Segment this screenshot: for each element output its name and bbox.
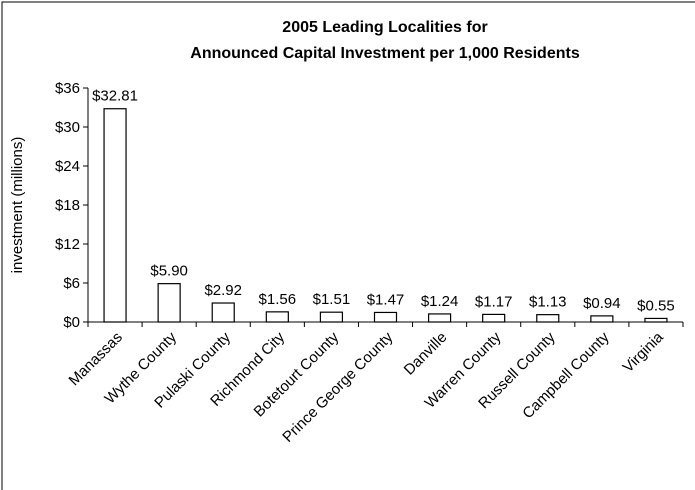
bar bbox=[211, 302, 235, 323]
value-label: $1.17 bbox=[475, 293, 513, 310]
value-label: $0.55 bbox=[637, 297, 675, 314]
value-label: $0.94 bbox=[583, 295, 621, 312]
bar bbox=[427, 313, 452, 323]
y-tick-label: $24 bbox=[55, 158, 80, 175]
y-tick-label: $12 bbox=[55, 236, 80, 253]
bar bbox=[644, 317, 668, 323]
value-label: $5.90 bbox=[150, 263, 188, 280]
y-tick-label: $6 bbox=[63, 275, 80, 292]
bar bbox=[590, 315, 614, 323]
chart-title: Announced Capital Investment per 1,000 R… bbox=[190, 45, 580, 62]
bar bbox=[157, 283, 181, 323]
bar bbox=[319, 311, 344, 323]
y-tick-label: $18 bbox=[55, 197, 80, 214]
bar bbox=[373, 311, 398, 323]
value-label: $1.24 bbox=[421, 293, 459, 310]
y-tick-label: $0 bbox=[63, 314, 80, 331]
value-label: $1.47 bbox=[367, 291, 405, 308]
y-tick-label: $30 bbox=[55, 119, 80, 136]
bar bbox=[482, 313, 506, 323]
bar bbox=[103, 108, 127, 323]
value-label: $32.81 bbox=[92, 88, 138, 105]
chart-title: 2005 Leading Localities for bbox=[282, 19, 487, 36]
value-label: $1.13 bbox=[529, 294, 567, 311]
value-label: $1.51 bbox=[313, 291, 351, 308]
y-tick-label: $36 bbox=[55, 80, 80, 97]
value-label: $2.92 bbox=[204, 282, 242, 299]
bar bbox=[536, 314, 560, 323]
bar bbox=[265, 311, 289, 323]
value-label: $1.56 bbox=[259, 291, 297, 308]
y-axis-label: investment (millions) bbox=[9, 137, 26, 274]
